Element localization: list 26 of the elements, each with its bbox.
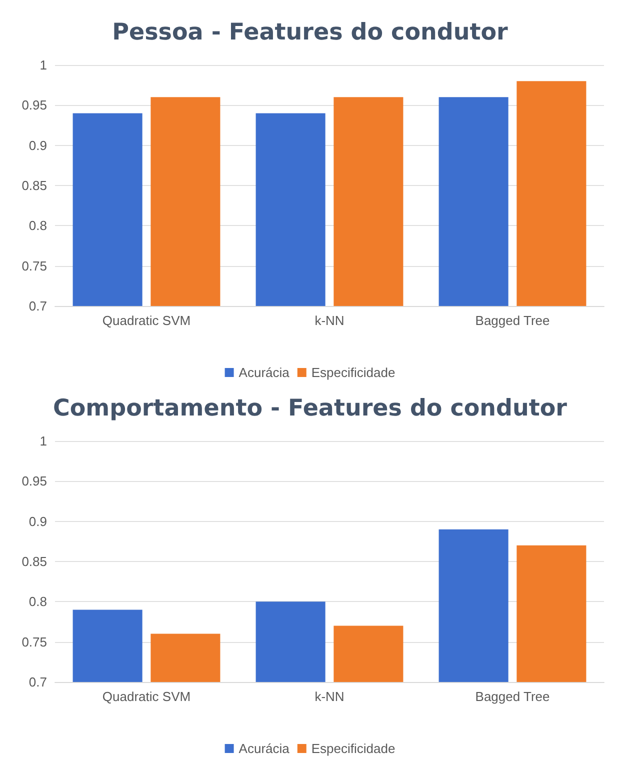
y-tick-label: 0.95 [22, 474, 47, 489]
y-tick-label: 1 [40, 58, 47, 72]
legend-label: Especificidade [311, 365, 396, 380]
y-tick-label: 0.9 [28, 514, 47, 529]
legend-label: Acurácia [238, 741, 290, 756]
y-tick-label: 0.75 [22, 634, 47, 650]
y-tick-label: 0.95 [22, 98, 47, 113]
y-tick-label: 0.85 [22, 554, 47, 569]
legend-label: Acurácia [238, 365, 290, 380]
legend-label: Especificidade [311, 741, 396, 756]
y-tick-label: 0.7 [28, 298, 47, 314]
y-tick-label: 0.75 [22, 258, 47, 274]
x-tick-label: k-NN [314, 689, 344, 704]
y-tick-label: 0.8 [28, 594, 47, 610]
x-tick-label: k-NN [314, 313, 344, 328]
y-tick-label: 0.7 [28, 674, 47, 690]
y-tick-label: 0.85 [22, 178, 47, 193]
y-tick-label: 0.9 [28, 138, 47, 153]
y-tick-label: 1 [40, 434, 47, 448]
x-tick-label: Bagged Tree [475, 313, 550, 328]
y-tick-label: 0.8 [28, 218, 47, 234]
x-tick-label: Quadratic SVM [102, 689, 191, 704]
chart-title: Comportamento - Features do condutor [52, 396, 568, 422]
chart-title: Pessoa - Features do condutor [112, 20, 508, 46]
x-tick-label: Bagged Tree [475, 689, 550, 704]
x-tick-label: Quadratic SVM [102, 313, 191, 328]
